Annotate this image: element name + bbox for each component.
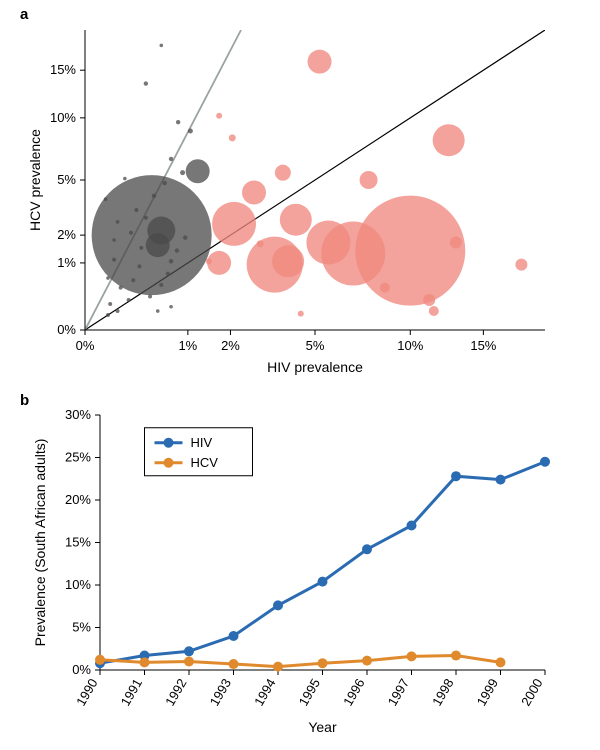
series-marker-hiv (451, 471, 461, 481)
legend: HIV HCV (145, 428, 253, 476)
series-marker-hiv (184, 646, 194, 656)
series-marker-hiv (540, 457, 550, 467)
svg-text:1993: 1993 (207, 676, 234, 709)
svg-text:10%: 10% (50, 110, 76, 125)
svg-text:15%: 15% (65, 535, 91, 550)
panel-a-chart: 0% 1% 2% 5% 10% 15% 0% 1% 2% 5% 10% 15% HIV prevalen… (25, 25, 565, 395)
series-marker-hcv (273, 662, 283, 672)
series-marker-hiv (407, 521, 417, 531)
svg-text:0%: 0% (72, 662, 91, 677)
series-marker-hcv (95, 655, 105, 665)
figure: a 0% 1% 2% 5% 10% 15% 0% 1% 2% 5% 10% 15% HIV preval… (0, 0, 600, 750)
series-marker-hiv (229, 631, 239, 641)
series-marker-hiv (318, 577, 328, 587)
svg-text:1999: 1999 (474, 676, 501, 709)
svg-text:2%: 2% (57, 227, 76, 242)
panel-a-label: a (20, 6, 28, 23)
svg-text:5%: 5% (57, 172, 76, 187)
svg-text:15%: 15% (50, 62, 76, 77)
svg-text:0%: 0% (76, 338, 95, 353)
series-marker-hcv (407, 651, 417, 661)
series-line-hcv (100, 656, 501, 667)
svg-text:30%: 30% (65, 407, 91, 422)
series-marker-hcv (362, 656, 372, 666)
svg-text:1%: 1% (57, 255, 76, 270)
svg-text:10%: 10% (65, 577, 91, 592)
series-marker-hcv (140, 657, 150, 667)
svg-text:1998: 1998 (429, 676, 456, 709)
series-marker-hcv (451, 651, 461, 661)
svg-text:2000: 2000 (518, 676, 545, 709)
svg-text:15%: 15% (470, 338, 496, 353)
svg-text:1%: 1% (178, 338, 197, 353)
svg-text:2%: 2% (221, 338, 240, 353)
series-line-hiv (100, 462, 545, 663)
svg-text:10%: 10% (397, 338, 423, 353)
svg-text:25%: 25% (65, 450, 91, 465)
series-marker-hcv (184, 657, 194, 667)
svg-text:0%: 0% (57, 322, 76, 337)
svg-text:1995: 1995 (296, 676, 323, 709)
svg-text:1996: 1996 (340, 676, 367, 709)
series-marker-hcv (229, 659, 239, 669)
x-axis-title: Year (308, 719, 337, 735)
series-marker-hcv (496, 657, 506, 667)
svg-text:1994: 1994 (251, 676, 278, 709)
svg-text:1990: 1990 (73, 676, 100, 709)
svg-text:1997: 1997 (385, 676, 412, 709)
series-marker-hiv (362, 544, 372, 554)
svg-text:1992: 1992 (162, 676, 189, 709)
panel-b-chart: 0% 5% 10% 15% 20% 25% 30% 1990 1991 1992 1993 1994 1… (25, 405, 585, 745)
svg-text:20%: 20% (65, 492, 91, 507)
series-marker-hiv (273, 600, 283, 610)
bubbles-grey (92, 44, 212, 317)
svg-text:HIV: HIV (191, 435, 213, 450)
x-axis-title: HIV prevalence (267, 359, 363, 375)
svg-text:1991: 1991 (118, 676, 145, 709)
series-marker-hcv (318, 658, 328, 668)
series-marker-hiv (496, 475, 506, 485)
svg-text:HCV: HCV (191, 455, 219, 470)
svg-text:5%: 5% (72, 620, 91, 635)
y-axis-title: HCV prevalence (27, 129, 43, 231)
y-axis-title: Prevalence (South African adults) (32, 439, 48, 647)
svg-text:5%: 5% (306, 338, 325, 353)
bubbles-red (206, 50, 528, 317)
